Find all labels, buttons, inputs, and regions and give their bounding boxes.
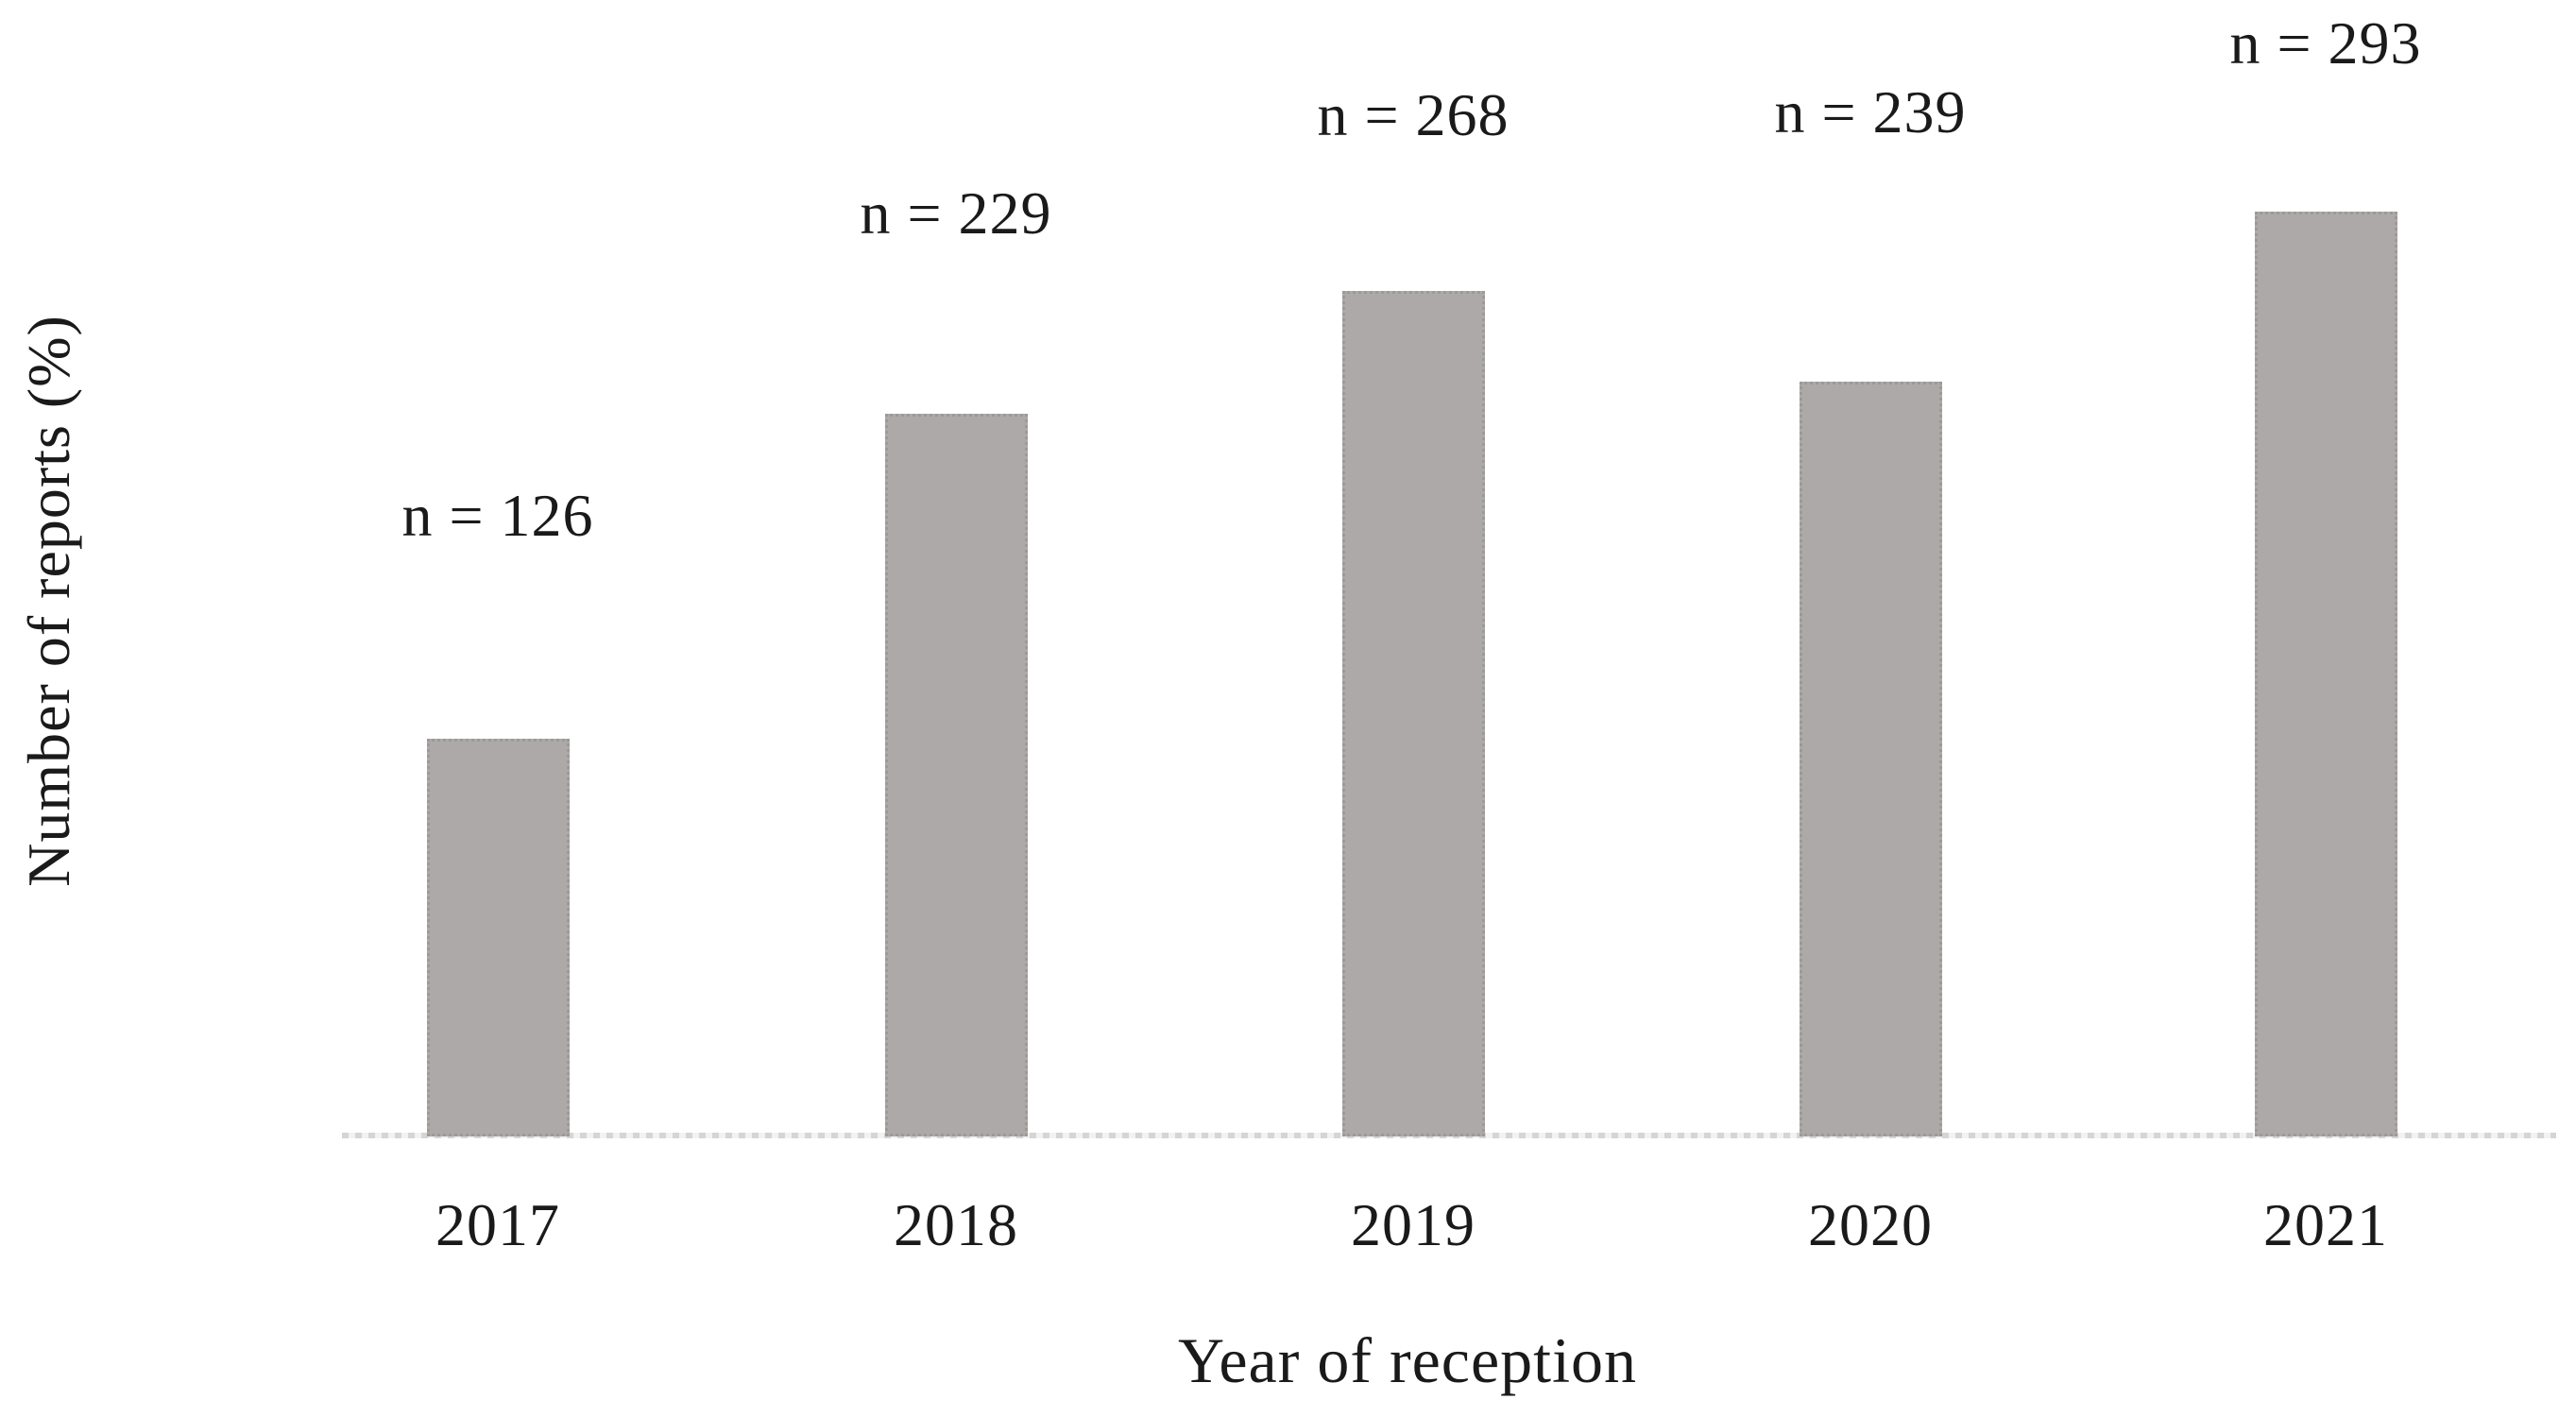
x-tick-label-2018: 2018 xyxy=(894,1191,1018,1258)
x-tick-label-2017: 2017 xyxy=(435,1191,560,1258)
bar-value-label: n = 126 xyxy=(401,482,594,549)
bar-value-label: n = 268 xyxy=(1317,81,1510,148)
x-tick-label-2020: 2020 xyxy=(1808,1191,1933,1258)
bar-2021 xyxy=(2254,212,2397,1136)
x-tick-label-2019: 2019 xyxy=(1351,1191,1476,1258)
y-axis-title: Number of reports (%) xyxy=(15,315,82,887)
bar-value-label: n = 239 xyxy=(1774,78,1967,145)
x-tick-label-2021: 2021 xyxy=(2263,1191,2388,1258)
bar-2018 xyxy=(884,414,1028,1136)
bar-value-label: n = 229 xyxy=(860,179,1052,247)
bar-2019 xyxy=(1341,291,1485,1136)
bar-2020 xyxy=(1799,382,1942,1136)
bar-2017 xyxy=(426,739,570,1136)
bar-value-label: n = 293 xyxy=(2229,9,2422,77)
x-axis-title: Year of reception xyxy=(1178,1324,1637,1396)
